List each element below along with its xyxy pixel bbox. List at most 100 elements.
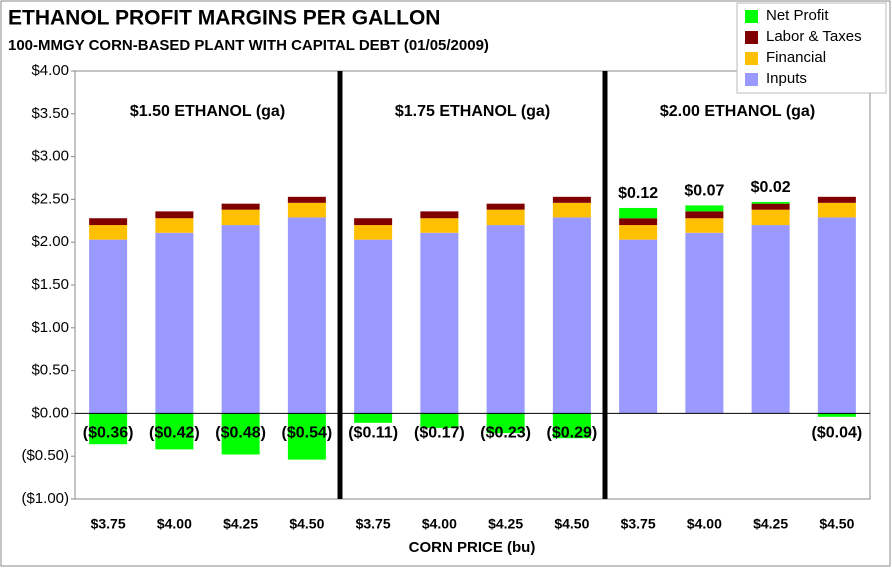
- y-tick-label: $4.00: [31, 62, 69, 79]
- bar-segment: [552, 217, 591, 414]
- bar-segment: [155, 413, 194, 450]
- legend-swatch: [745, 52, 758, 65]
- data-label: ($0.54): [282, 425, 333, 442]
- data-label: ($0.17): [414, 425, 465, 442]
- bar-segment: [221, 413, 260, 455]
- bar-segment: [89, 225, 128, 240]
- bar-segment: [817, 196, 856, 203]
- bar-segment: [751, 209, 790, 226]
- data-label: $0.12: [618, 185, 658, 202]
- plot-area: [74, 70, 871, 500]
- y-tick-label: $2.00: [31, 233, 69, 250]
- panel-label: $1.50 ETHANOL (ga): [130, 103, 285, 120]
- bar-segment: [420, 211, 459, 219]
- panel-label: $1.75 ETHANOL (ga): [395, 103, 550, 120]
- x-tick-label: $4.00: [422, 516, 457, 532]
- bar-segment: [89, 239, 128, 414]
- bar-segment: [354, 239, 393, 414]
- bar-segment: [89, 218, 128, 226]
- bar-segment: [420, 218, 459, 233]
- bar-segment: [287, 202, 326, 218]
- bar-segment: [486, 209, 525, 226]
- bar-segment: [685, 232, 724, 414]
- legend-label: Financial: [766, 49, 826, 66]
- bar-segment: [354, 225, 393, 240]
- x-tick-label: $4.50: [289, 516, 324, 532]
- bar-segment: [751, 203, 790, 210]
- x-tick-label: $4.00: [687, 516, 722, 532]
- bar-segment: [89, 413, 128, 445]
- y-tick-label: $0.00: [31, 404, 69, 421]
- legend-label: Labor & Taxes: [766, 28, 862, 45]
- bar-segment: [817, 217, 856, 414]
- bar-segment: [552, 202, 591, 218]
- legend-box: [736, 2, 887, 94]
- bar-segment: [619, 225, 658, 240]
- y-tick-label: $1.00: [31, 319, 69, 336]
- bar-segment: [354, 413, 393, 423]
- bar-segment: [287, 196, 326, 203]
- x-tick-label: $3.75: [91, 516, 126, 532]
- data-label: ($0.36): [83, 425, 134, 442]
- bar-segment: [619, 239, 658, 414]
- bar-segment: [155, 211, 194, 219]
- legend-label: Net Profit: [766, 7, 829, 24]
- bar-segment: [221, 225, 260, 414]
- bar-segment: [221, 209, 260, 226]
- legend-swatch: [745, 73, 758, 86]
- data-label: $0.02: [751, 179, 791, 196]
- legend-swatch: [745, 31, 758, 44]
- data-label: ($0.04): [812, 425, 863, 442]
- bar-segment: [817, 413, 856, 417]
- bar-segment: [420, 413, 459, 428]
- chart-title: ETHANOL PROFIT MARGINS PER GALLON: [8, 7, 440, 30]
- bar-segment: [155, 218, 194, 233]
- y-tick-label: $1.50: [31, 276, 69, 293]
- bar-segment: [751, 225, 790, 414]
- x-tick-label: $4.00: [157, 516, 192, 532]
- bar-segment: [221, 203, 260, 210]
- x-tick-label: $3.75: [621, 516, 656, 532]
- bar-segment: [817, 202, 856, 218]
- bar-segment: [287, 413, 326, 460]
- bar-segment: [287, 217, 326, 414]
- bar-segment: [552, 413, 591, 439]
- bar-segment: [420, 232, 459, 414]
- bar-segment: [685, 211, 724, 219]
- legend-swatch: [745, 10, 758, 23]
- data-label: ($0.23): [480, 425, 531, 442]
- y-tick-label: $2.50: [31, 190, 69, 207]
- y-tick-label: $3.50: [31, 105, 69, 122]
- y-tick-label: ($1.00): [21, 490, 69, 507]
- x-tick-label: $4.50: [819, 516, 854, 532]
- x-tick-label: $4.25: [753, 516, 788, 532]
- y-tick-label: $0.50: [31, 362, 69, 379]
- bar-segment: [354, 218, 393, 226]
- bar-segment: [619, 218, 658, 226]
- legend-label: Inputs: [766, 70, 807, 87]
- x-tick-label: $4.25: [223, 516, 258, 532]
- x-tick-label: $4.25: [488, 516, 523, 532]
- bar-segment: [751, 201, 790, 204]
- bar-segment: [486, 413, 525, 434]
- chart-subtitle: 100-MMGY CORN-BASED PLANT WITH CAPITAL D…: [8, 37, 489, 54]
- bar-segment: [155, 232, 194, 414]
- data-label: ($0.11): [348, 425, 398, 442]
- bar-segment: [486, 203, 525, 210]
- panel-label: $2.00 ETHANOL (ga): [660, 103, 815, 120]
- x-tick-label: $4.50: [554, 516, 589, 532]
- data-label: ($0.42): [149, 425, 200, 442]
- y-tick-label: ($0.50): [21, 447, 69, 464]
- bar-segment: [486, 225, 525, 414]
- bar-segment: [685, 218, 724, 233]
- data-label: ($0.48): [215, 425, 266, 442]
- x-axis-title: CORN PRICE (bu): [409, 539, 536, 556]
- x-tick-label: $3.75: [356, 516, 391, 532]
- y-tick-label: $3.00: [31, 148, 69, 165]
- data-label: ($0.29): [547, 425, 598, 442]
- bar-segment: [552, 196, 591, 203]
- bar-segment: [685, 205, 724, 212]
- bar-segment: [619, 207, 658, 219]
- data-label: $0.07: [684, 183, 724, 200]
